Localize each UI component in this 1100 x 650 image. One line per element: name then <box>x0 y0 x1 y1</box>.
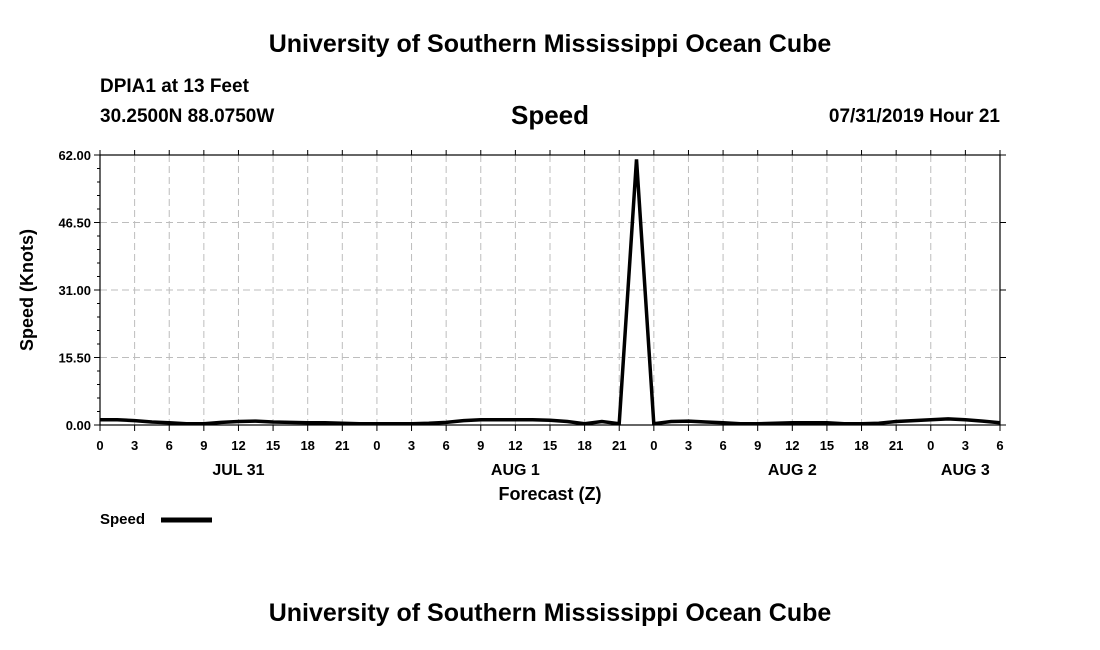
x-tick-label: 6 <box>166 438 173 453</box>
x-tick-labels: 0 3 6 9 12 15 18 21 0 3 6 9 12 15 18 21 0 3 6 9 12 15 18 21 0 3 6 <box>96 438 1003 453</box>
x-tick-label: 0 <box>373 438 380 453</box>
legend-label: Speed <box>100 511 145 528</box>
x-tick-label: 9 <box>754 438 761 453</box>
x-tick-label: 0 <box>927 438 934 453</box>
x-tick-label: 15 <box>820 438 834 453</box>
x-tick-label: 18 <box>854 438 868 453</box>
x-tick-label: 21 <box>612 438 626 453</box>
chart-title: Speed <box>510 100 590 130</box>
x-tick-label: 0 <box>650 438 657 453</box>
x-tick-label: 12 <box>508 438 522 453</box>
x-tick-label: 21 <box>889 438 903 453</box>
date-label: AUG 1 <box>491 462 540 479</box>
x-tick-label: 15 <box>543 438 557 453</box>
x-tick-label: 21 <box>335 438 349 453</box>
date-label: JUL 31 <box>212 462 264 479</box>
y-tick-label: 0.00 <box>66 418 91 433</box>
legend: Speed <box>100 511 212 528</box>
footer-title: University of Southern Mississippi Ocean… <box>268 599 832 627</box>
x-tick-label: 12 <box>231 438 245 453</box>
x-tick-label: 6 <box>443 438 450 453</box>
grid-lines <box>100 155 1000 425</box>
x-tick-label: 3 <box>685 438 692 453</box>
date-label: AUG 3 <box>941 462 990 479</box>
y-tick-label: 46.50 <box>58 216 91 231</box>
date-label: AUG 2 <box>768 462 817 479</box>
x-tick-label: 15 <box>266 438 280 453</box>
x-tick-label: 18 <box>577 438 591 453</box>
x-tick-label: 9 <box>477 438 484 453</box>
x-tick-label: 3 <box>962 438 969 453</box>
x-tick-label: 3 <box>408 438 415 453</box>
x-tick-label: 18 <box>300 438 314 453</box>
date-labels: JUL 31 AUG 1 AUG 2 AUG 3 <box>212 462 990 479</box>
y-tick-label: 62.00 <box>58 148 91 163</box>
page-title: University of Southern Mississippi Ocean… <box>268 30 832 58</box>
y-tick-label: 15.50 <box>58 351 91 366</box>
x-tick-label: 6 <box>719 438 726 453</box>
y-axis-label: Speed (Knots) <box>17 229 37 351</box>
datetime-label: 07/31/2019 Hour 21 <box>828 106 1000 127</box>
coordinates-label: 30.2500N 88.0750W <box>100 106 275 127</box>
series-layer <box>99 159 1001 426</box>
x-tick-label: 12 <box>785 438 799 453</box>
y-tick-label: 31.00 <box>58 283 91 298</box>
x-tick-label: 3 <box>131 438 138 453</box>
x-tick-label: 0 <box>96 438 103 453</box>
x-tick-label: 9 <box>200 438 207 453</box>
x-axis-label: Forecast (Z) <box>498 484 601 504</box>
x-tick-label: 6 <box>996 438 1003 453</box>
y-tick-labels: 0.00 15.50 31.00 46.50 62.00 <box>58 148 91 433</box>
station-label: DPIA1 at 13 Feet <box>100 76 249 97</box>
axis-ticks <box>94 150 1006 431</box>
